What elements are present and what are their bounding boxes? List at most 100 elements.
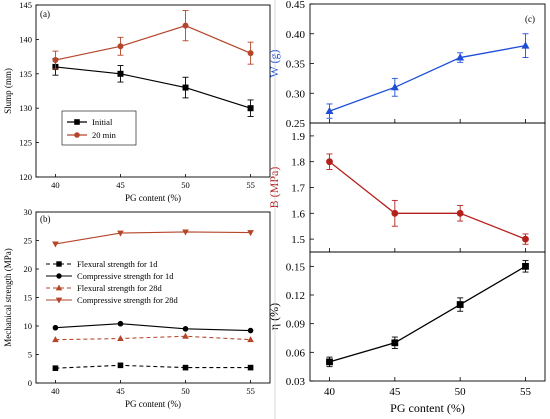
legend-entry: 20 min xyxy=(92,130,117,140)
panel-c-ytick-label: 0.35 xyxy=(286,59,306,71)
panel-b-xtick-label: 50 xyxy=(181,386,190,396)
data-point xyxy=(182,364,189,371)
panel-c-ytick-label: 1.7 xyxy=(291,183,305,195)
data-point xyxy=(325,106,334,115)
panel-b-ytick-label: 5 xyxy=(28,350,32,360)
data-point xyxy=(456,301,464,308)
series-line-initial xyxy=(55,66,251,109)
series-line-20-min xyxy=(55,25,251,61)
panel-c-ytick-label: 0.06 xyxy=(286,347,306,359)
data-point xyxy=(522,235,529,243)
panel-c-xtick-label: 55 xyxy=(520,386,532,398)
data-point xyxy=(247,105,254,112)
legend-entry: Compressive strength for 1d xyxy=(77,271,174,281)
series-line-eta xyxy=(329,265,526,363)
legend-marker xyxy=(74,132,80,138)
panel-b-xtick-label: 55 xyxy=(246,386,255,396)
panel-b-ytick-label: 25 xyxy=(24,236,33,246)
panel-a-ytick-label: 145 xyxy=(19,0,32,10)
data-point xyxy=(247,50,254,57)
panel-c-subplot-eta-frame xyxy=(309,251,546,382)
panel-b-ytick-label: 30 xyxy=(24,207,33,217)
panel-b-xtick-label: 40 xyxy=(51,386,60,396)
data-point xyxy=(247,364,254,371)
panel-c-xtick-label: 50 xyxy=(455,386,467,398)
panel-a-xlabel: PG content (%) xyxy=(125,193,181,203)
panel-c-ytick-label: 1.5 xyxy=(291,234,305,246)
panel-c-ylabel-eta: η (%) xyxy=(267,303,281,330)
panel-a-xtick-label: 55 xyxy=(246,180,255,190)
data-point xyxy=(522,262,529,270)
panel-c-ylabel-W: W (g) xyxy=(267,49,281,77)
data-point xyxy=(247,230,254,237)
data-point xyxy=(52,241,59,248)
panel-b-xlabel: PG content (%) xyxy=(125,399,181,409)
panel-c-label: (c) xyxy=(525,14,535,24)
panel-a-ytick-label: 120 xyxy=(19,172,32,182)
data-point xyxy=(52,336,59,343)
data-point xyxy=(391,339,399,347)
panel-a-ytick-label: 130 xyxy=(19,103,32,113)
panel-c-ytick-label: 0.40 xyxy=(286,29,306,41)
data-point xyxy=(117,230,124,237)
panel-c-ytick-label: 0.09 xyxy=(286,319,306,331)
legend-entry: Flexural strength for 28d xyxy=(77,283,162,293)
panel-c-ytick-label: 1.8 xyxy=(291,157,305,169)
data-point xyxy=(52,57,59,64)
data-point xyxy=(52,324,59,331)
legend-marker xyxy=(55,284,63,291)
panel-c-ytick-label: 0.03 xyxy=(286,376,306,388)
legend-entry: Flexural strength for 1d xyxy=(77,259,158,269)
panel-c-ytick-label: 0.25 xyxy=(286,118,306,130)
panel-a-ytick-label: 125 xyxy=(19,138,32,148)
legend-marker xyxy=(55,297,63,304)
panel-b-ytick-label: 10 xyxy=(24,321,33,331)
data-point xyxy=(247,336,254,343)
panel-a-xtick-label: 40 xyxy=(51,180,60,190)
panel-b-ytick-label: 15 xyxy=(24,293,33,303)
legend-marker xyxy=(74,119,80,125)
data-point xyxy=(117,362,124,369)
data-point xyxy=(182,229,189,236)
data-point xyxy=(326,158,333,166)
data-point xyxy=(117,43,124,50)
legend-entry: Initial xyxy=(92,117,113,127)
data-point xyxy=(182,332,189,339)
panel-c-xlabel: PG content (%) xyxy=(390,401,465,415)
series-line-B xyxy=(329,161,526,240)
series-line xyxy=(55,323,251,332)
data-point xyxy=(521,41,530,49)
legend-marker xyxy=(56,261,62,267)
panel-a-xtick-label: 45 xyxy=(116,180,125,190)
panel-a-xtick-label: 50 xyxy=(181,180,190,190)
panel-c-ytick-label: 1.9 xyxy=(291,131,305,143)
legend-marker xyxy=(56,273,62,279)
data-point xyxy=(456,53,465,61)
series-line xyxy=(55,231,251,245)
panel-c-ylabel-B: B (MPa) xyxy=(267,167,281,209)
data-point xyxy=(247,327,254,334)
series-line-W xyxy=(329,45,526,112)
legend-entry: Compressive strength for 28d xyxy=(77,295,179,305)
panel-c-ytick-label: 1.6 xyxy=(291,208,305,220)
panel-c-ytick-label: 0.45 xyxy=(286,0,306,11)
series-line xyxy=(55,364,251,369)
panel-b-ytick-label: 0 xyxy=(28,378,32,388)
panel-c-ytick-label: 0.15 xyxy=(286,261,306,273)
data-point xyxy=(52,365,59,371)
panel-b-ytick-label: 20 xyxy=(24,264,33,274)
panel-a-ytick-label: 140 xyxy=(19,34,32,44)
panel-a-ylabel: Slump (mm) xyxy=(3,68,13,114)
panel-c-xtick-label: 40 xyxy=(324,386,336,398)
panel-a-label: (a) xyxy=(40,9,50,19)
data-point xyxy=(117,320,124,327)
data-point xyxy=(182,84,189,91)
panel-a-ytick-label: 135 xyxy=(19,69,32,79)
panel-b-xtick-label: 45 xyxy=(116,386,125,396)
data-point xyxy=(182,326,189,332)
panel-a-frame xyxy=(35,4,271,178)
data-point xyxy=(182,22,189,29)
data-point xyxy=(117,70,124,77)
panel-c-ytick-label: 0.30 xyxy=(286,88,306,100)
